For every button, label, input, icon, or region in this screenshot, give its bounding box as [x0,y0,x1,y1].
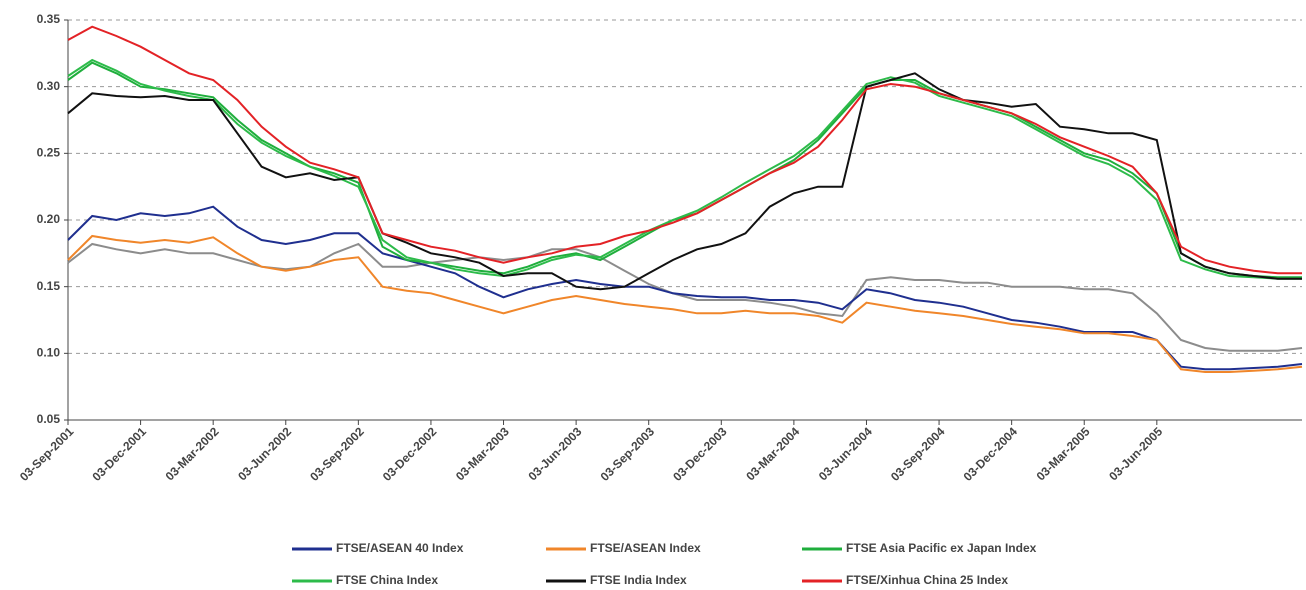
x-tick-label: 03-Mar-2003 [453,424,512,483]
x-tick-label: 03-Mar-2005 [1034,424,1093,483]
legend-label: FTSE/Xinhua China 25 Index [846,573,1008,587]
x-tick-label: 03-Dec-2004 [961,424,1021,484]
legend-label: FTSE/ASEAN Index [590,541,701,555]
y-tick-label: 0.10 [37,346,61,360]
y-tick-label: 0.30 [37,79,61,93]
y-tick-label: 0.25 [37,146,61,160]
y-tick-label: 0.35 [37,12,61,26]
x-tick-label: 03-Dec-2002 [380,424,440,484]
series-line [67,234,1303,373]
legend-label: FTSE Asia Pacific ex Japan Index [846,541,1037,555]
legend-label: FTSE/ASEAN 40 Index [336,541,464,555]
series-line [67,25,1302,275]
x-tick-label: 03-Sep-2002 [307,424,367,484]
y-tick-label: 0.20 [37,212,61,226]
y-tick-label: 0.15 [37,279,61,293]
x-tick-label: 03-Jun-2004 [816,424,875,483]
series-line [67,72,1302,291]
x-tick-label: 03-Sep-2004 [888,424,948,484]
legend-label: FTSE China Index [336,573,438,587]
series-line [67,58,1302,280]
x-tick-label: 03-Mar-2004 [743,424,802,483]
x-tick-label: 03-Dec-2001 [90,424,150,484]
series-line [67,205,1303,371]
y-tick-label: 0.05 [37,412,61,426]
x-tick-label: 03-Mar-2002 [163,424,222,483]
series-line [67,61,1302,279]
x-tick-label: 03-Jun-2005 [1106,424,1165,483]
legend-label: FTSE India Index [590,573,687,587]
x-tick-label: 03-Sep-2001 [17,424,77,484]
x-tick-label: 03-Sep-2003 [598,424,658,484]
x-tick-label: 03-Jun-2003 [526,424,585,483]
x-tick-label: 03-Dec-2003 [670,424,730,484]
x-tick-label: 03-Jun-2002 [235,424,294,483]
